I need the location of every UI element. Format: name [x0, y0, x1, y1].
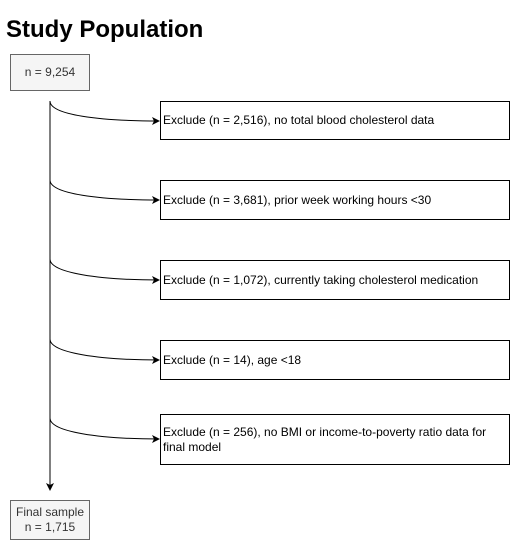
page-title: Study Population [6, 16, 204, 43]
final-sample-box: Final sample n = 1,715 [10, 500, 90, 540]
start-population-label: n = 9,254 [24, 65, 76, 79]
exclusion-label-4: Exclude (n = 14), age <18 [163, 352, 302, 367]
exclusion-box-1: Exclude (n = 2,516), no total blood chol… [160, 101, 510, 140]
exclusion-connector-5 [49, 417, 160, 443]
exclusion-box-5: Exclude (n = 256), no BMI or income-to-p… [160, 414, 510, 465]
exclusion-box-3: Exclude (n = 1,072), currently taking ch… [160, 260, 510, 300]
exclusion-connector-1 [49, 100, 160, 125]
final-sample-title: Final sample [15, 505, 85, 519]
exclusion-label-2: Exclude (n = 3,681), prior week working … [163, 192, 432, 207]
exclusion-label-3: Exclude (n = 1,072), currently taking ch… [163, 272, 479, 287]
exclusion-label-1: Exclude (n = 2,516), no total blood chol… [163, 113, 435, 127]
exclusion-box-2: Exclude (n = 3,681), prior week working … [160, 180, 510, 220]
exclusion-label-5: Exclude (n = 256), no BMI or income-to-p… [163, 424, 487, 454]
exclusion-connector-3 [49, 258, 160, 284]
final-sample-count: n = 1,715 [24, 520, 76, 534]
exclusion-box-4: Exclude (n = 14), age <18 [160, 340, 510, 380]
exclusion-connector-2 [49, 179, 160, 204]
start-population-box: n = 9,254 [10, 54, 90, 91]
exclusion-connector-4 [49, 338, 160, 364]
